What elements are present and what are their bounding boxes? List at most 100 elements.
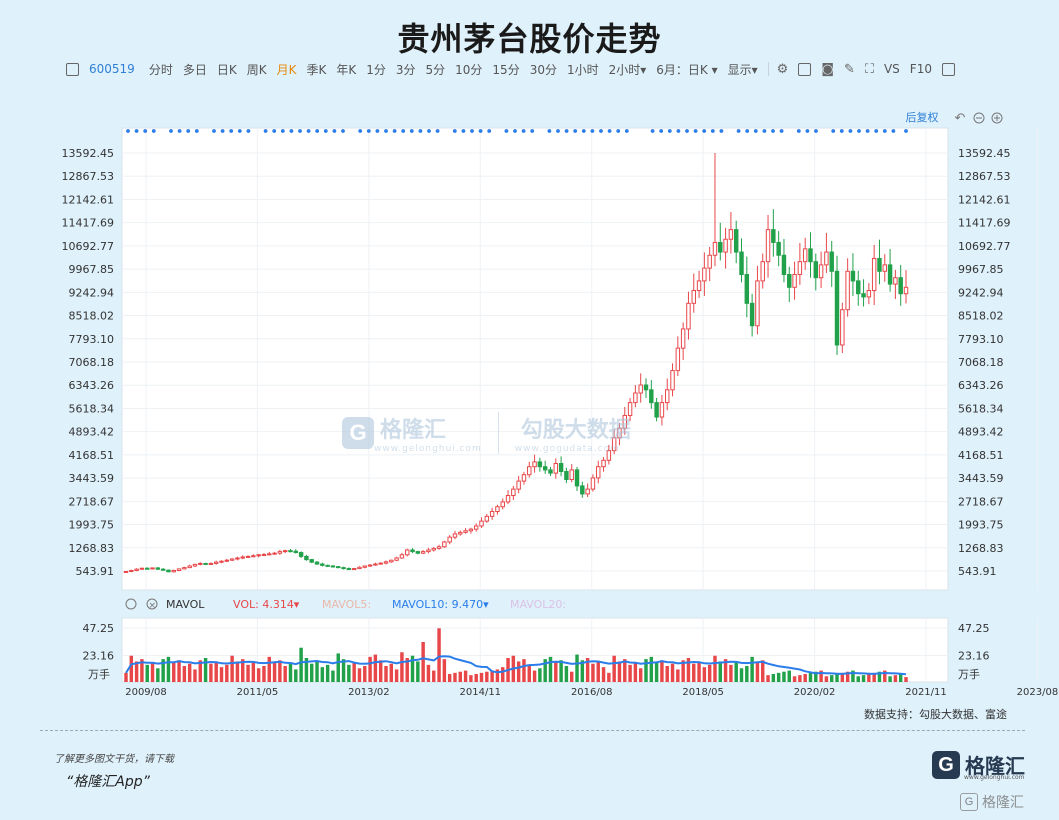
candle-body [261,553,267,556]
candle-body [765,229,771,263]
volume-bar [697,661,701,682]
period-tabs: 分时 多日 日K 周K 月K 季K 年K 1分 3分 5分 10分 15分 30分 1小时 2小时▾ 6月：日… [149,61,768,78]
volume-bar [463,670,468,682]
candle-body [845,270,850,311]
period-tab-13[interactable]: 1小时 [566,62,599,77]
candle-body [707,254,712,269]
price-tick-label: 12867.53 [62,170,115,183]
candle-body [887,264,893,285]
volume-bar [713,655,717,682]
zoom-out-icon[interactable] [973,112,985,124]
candle-body [850,270,856,282]
candle-body [702,267,707,282]
candle-body [558,462,564,472]
candle-body [537,461,543,468]
volume-bar [309,663,314,682]
volume-bar [474,674,478,682]
price-tick-label: 3443.59 [958,472,1004,485]
period-tab-11[interactable]: 15分 [492,62,520,77]
volume-bar [644,659,648,682]
period-tab-1[interactable]: 多日 [182,62,207,77]
price-tick-label: 1268.83 [69,542,115,555]
period-tab-7[interactable]: 1分 [366,62,386,77]
candle-body [288,550,293,553]
event-marker-dot [126,129,130,133]
volume-close-icon[interactable] [146,598,158,610]
fullscreen-icon[interactable]: ⛶ [864,61,874,77]
candle-body [856,280,861,295]
volume-bar [426,664,431,682]
price-tick-label: 12867.53 [958,170,1011,183]
volume-bar [262,666,266,682]
period-tab-6[interactable]: 年K [336,62,357,77]
event-marker-dot [874,129,879,133]
period-tab-14[interactable]: 2小时▾ [608,62,647,77]
period-tab-12[interactable]: 30分 [529,62,557,77]
period-tab-3[interactable]: 周K [246,62,267,77]
sidebar-toggle-icon[interactable] [66,62,79,76]
candle-body [654,402,659,418]
settings-icon[interactable]: ⚙ [776,61,789,77]
period-tab-16[interactable]: 显示▾ [727,62,758,77]
f10-button[interactable]: F10 [909,62,932,76]
data-source: 数据支持：勾股大数据、富途 [864,708,1007,721]
period-tab-9[interactable]: 5分 [425,62,446,77]
camera-icon[interactable]: ◙ [821,61,834,77]
volume-tick-label: 47.25 [83,622,115,635]
period-tab-4[interactable]: 月K [276,62,297,77]
candle-body [665,389,670,404]
price-tick-label: 13592.45 [62,147,115,160]
volume-settings-icon[interactable] [125,598,137,610]
volume-bar [803,674,807,682]
price-axis-right: 13592.45 12867.53 12142.61 11417.69 10692.77… [958,147,1011,578]
candle-body [240,556,245,559]
panel-icon[interactable] [941,62,955,76]
price-tick-label: 1993.75 [958,519,1004,532]
candle-body [733,229,739,253]
stock-code[interactable]: 600519 [89,62,135,76]
candle-body [129,569,134,572]
volume-bar [294,669,298,682]
candle-body [861,293,866,298]
candle-body [463,530,468,533]
period-tab-2[interactable]: 日K [216,62,237,77]
volume-bar [485,671,489,682]
period-tab-15[interactable]: 6月：日K ▾ [656,62,718,77]
volume-bar [792,676,797,682]
layout-icon[interactable] [798,62,812,76]
undo-icon[interactable]: ↶ [955,111,966,126]
candle-body [304,555,309,561]
price-tick-label: 9242.94 [958,286,1004,299]
vs-button[interactable]: VS [883,62,900,76]
period-tab-8[interactable]: 3分 [395,62,416,77]
candle-body [192,563,198,567]
candle-body [357,566,362,570]
pencil-icon[interactable]: ✎ [843,61,855,77]
zoom-in-icon[interactable] [991,112,1003,124]
candle-body [426,549,431,553]
candle-body [601,459,606,468]
candle-body [235,557,240,560]
volume-unit-left: 万手 [88,667,110,681]
volume-bar [246,664,250,682]
event-marker-dot [848,129,853,133]
volume-bar [410,655,415,682]
restore-button[interactable]: 后复权 [906,110,939,124]
volume-bar [203,658,208,682]
volume-bar [707,664,712,682]
candle-body [336,566,341,569]
brand-logo: G 格隆汇 [932,750,1025,779]
volume-bar [522,659,526,682]
volume-bar [331,670,335,682]
time-tick-label: 2009/08 [125,687,167,698]
volume-bar [134,661,139,682]
candle-body [527,466,532,476]
candle-body [834,270,840,346]
period-tab-10[interactable]: 10分 [455,62,483,77]
candle-body [150,567,155,570]
period-tab-0[interactable]: 分时 [148,62,173,77]
period-tab-5[interactable]: 季K [306,62,327,77]
volume-bar [532,670,537,682]
volume-bar [782,671,786,682]
volume-bar [267,656,271,682]
